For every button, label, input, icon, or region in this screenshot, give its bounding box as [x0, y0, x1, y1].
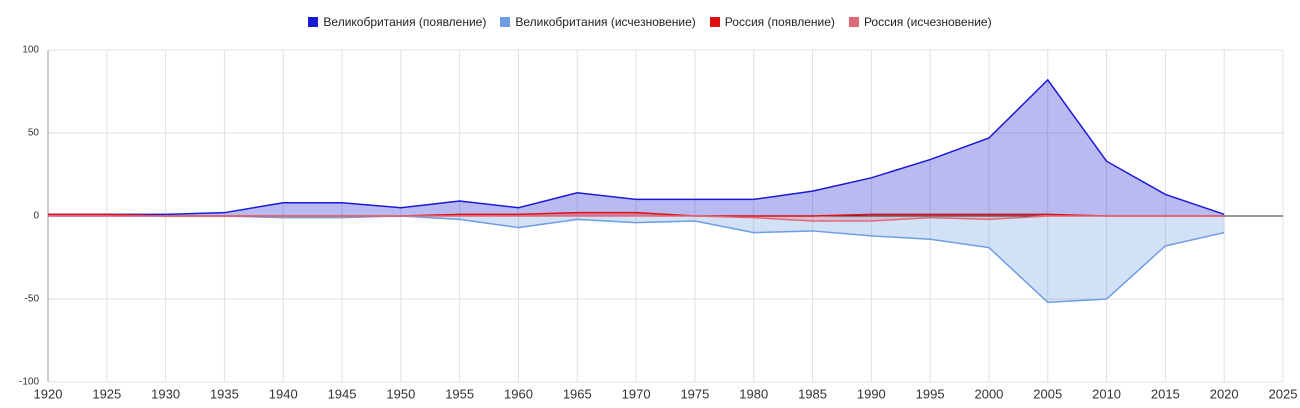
area-line — [48, 78, 1225, 216]
y-tick-label: 0 — [33, 211, 39, 222]
y-tick-label: 50 — [28, 128, 40, 139]
y-tick-label: -100 — [19, 377, 39, 388]
x-tick-label: 2010 — [1092, 386, 1121, 401]
legend-item[interactable]: Великобритания (исчезновение) — [500, 15, 696, 29]
legend: Великобритания (появление) Великобритания… — [0, 15, 1300, 29]
x-tick-label: 2005 — [1033, 386, 1062, 401]
legend-swatch — [500, 17, 511, 27]
x-tick-label: 1950 — [386, 386, 415, 401]
x-tick-label: 1935 — [210, 386, 239, 401]
area-fill — [48, 216, 1225, 303]
x-tick-label: 1985 — [798, 386, 827, 401]
x-tick-label: 1980 — [739, 386, 768, 401]
y-tick-label: -50 — [25, 294, 40, 305]
x-tick-label: 1945 — [328, 386, 357, 401]
x-tick-label: 1965 — [563, 386, 592, 401]
x-tick-label: 1960 — [504, 386, 533, 401]
y-tick-label: 100 — [22, 45, 39, 56]
x-tick-label: 2000 — [974, 386, 1003, 401]
x-tick-label: 1930 — [151, 386, 180, 401]
legend-swatch — [848, 17, 859, 27]
x-tick-label: 1940 — [269, 386, 298, 401]
legend-item[interactable]: Россия (появление) — [709, 15, 835, 29]
x-tick-label: 1975 — [680, 386, 709, 401]
legend-label: Великобритания (появление) — [323, 15, 487, 29]
area-fill — [48, 79, 1225, 216]
legend-swatch — [709, 17, 720, 27]
legend-label: Россия (исчезновение) — [863, 15, 992, 29]
x-tick-label: 1990 — [857, 386, 886, 401]
legend-item[interactable]: Россия (исчезновение) — [848, 15, 992, 29]
legend-label: Россия (появление) — [724, 15, 835, 29]
x-tick-label: 2020 — [1210, 386, 1239, 401]
x-tick-label: 1970 — [622, 386, 651, 401]
area-line — [48, 215, 1225, 222]
x-tick-label: 1925 — [92, 386, 121, 401]
legend-swatch — [308, 17, 319, 27]
x-tick-label: 2015 — [1151, 386, 1180, 401]
x-tick-label: 1955 — [445, 386, 474, 401]
legend-item[interactable]: Великобритания (появление) — [308, 15, 486, 29]
x-tick-label: 1920 — [34, 386, 63, 401]
area-fill — [48, 212, 1225, 216]
legend-label: Великобритания (исчезновение) — [515, 15, 696, 29]
x-tick-label: 2025 — [1269, 386, 1298, 401]
x-tick-label: 1995 — [916, 386, 945, 401]
